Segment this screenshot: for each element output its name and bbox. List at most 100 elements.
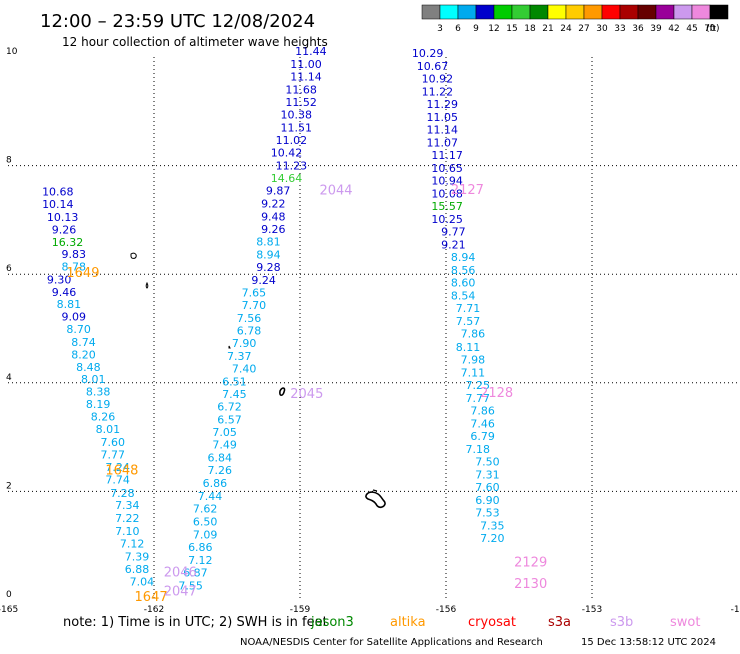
wave-height-label: 9.48 — [261, 210, 286, 223]
x-tick-label: -156 — [436, 605, 457, 615]
colorbar-swatch — [511, 4, 531, 20]
wave-height-label: 7.57 — [456, 315, 481, 328]
wave-height-label: 8.26 — [91, 410, 116, 423]
wave-height-label: 15.57 — [431, 200, 463, 213]
wave-height-label: 7.53 — [475, 506, 500, 519]
wave-height-label: 7.20 — [480, 532, 505, 545]
wave-height-label: 7.50 — [475, 455, 500, 468]
colorbar-tick: 36 — [632, 24, 644, 34]
wave-height-label: 7.77 — [100, 448, 125, 461]
wave-height-label: 6.50 — [193, 516, 218, 529]
wave-height-labels: 10.6810.1410.139.2616.329.838.789.309.46… — [42, 45, 505, 593]
wave-height-label: 7.31 — [475, 468, 500, 481]
wave-height-label: 6.51 — [222, 376, 247, 389]
wave-height-label: 7.55 — [178, 580, 203, 593]
pass-labels: 1649 1648 1647 2044 2045 2046 2047 2127 2128 2129… — [66, 183, 547, 605]
pass-label: 2127 — [451, 183, 484, 198]
wave-height-label: 11.14 — [427, 124, 459, 137]
wave-height-label: 9.21 — [441, 239, 466, 252]
wave-height-label: 7.62 — [193, 503, 218, 516]
wave-height-label: 7.05 — [212, 426, 237, 439]
chart-subtitle: 12 hour collection of altimeter wave hei… — [62, 35, 328, 49]
x-tick-label: -162 — [144, 605, 164, 615]
pass-label: 2046 — [164, 566, 197, 581]
wave-height-label: 9.22 — [261, 197, 286, 210]
wave-height-label: 8.94 — [256, 248, 281, 261]
legend-entry-s3b: s3b — [610, 615, 633, 630]
wave-height-label: 7.46 — [470, 417, 495, 430]
wave-height-label: 7.09 — [193, 529, 218, 542]
wave-height-label: 11.02 — [276, 134, 308, 147]
wave-height-label: 9.26 — [52, 223, 77, 236]
wave-height-label: 8.56 — [451, 264, 476, 277]
colorbar-tick: 6 — [455, 24, 461, 34]
y-tick-label: 0 — [6, 590, 12, 600]
island-outline — [279, 387, 286, 397]
y-tick-label: 8 — [6, 156, 12, 166]
colorbar-tick: 45 — [686, 24, 697, 34]
colorbar-tick: 12 — [488, 24, 499, 34]
colorbar-tick: 15 — [506, 24, 517, 34]
wave-height-label: 11.44 — [295, 45, 327, 58]
wave-height-label: 11.23 — [276, 159, 308, 172]
colorbar-swatch — [439, 4, 459, 20]
colorbar-swatch — [637, 4, 657, 20]
x-tick-label: -153 — [582, 605, 602, 615]
wave-height-label: 8.19 — [86, 398, 111, 411]
wave-height-label: 9.26 — [261, 223, 286, 236]
wave-height-label: 7.71 — [456, 302, 481, 315]
wave-height-label: 8.70 — [66, 323, 91, 336]
wave-height-label: 7.65 — [242, 286, 267, 299]
wave-height-label: 10.14 — [42, 198, 74, 211]
wave-height-label: 6.72 — [217, 400, 242, 413]
wave-height-label: 7.77 — [465, 392, 490, 405]
colorbar-swatch — [673, 4, 693, 20]
wave-height-label: 10.25 — [431, 213, 463, 226]
wave-height-label: 7.90 — [232, 337, 257, 350]
wave-height-label: 7.11 — [461, 366, 486, 379]
y-tick-label: 6 — [6, 264, 12, 274]
pass-label: 2129 — [514, 555, 547, 570]
wave-height-label: 11.29 — [427, 98, 459, 111]
wave-height-label: 10.67 — [417, 60, 449, 73]
wave-height-label: 11.05 — [427, 111, 459, 124]
wave-height-label: 11.51 — [281, 121, 313, 134]
wave-height-label: 8.74 — [71, 336, 96, 349]
wave-height-label: 11.14 — [290, 70, 322, 83]
credit-line: NOAA/NESDIS Center for Satellite Applica… — [240, 637, 543, 648]
colorbar: 3 6 9 12 15 18 21 24 27 30 33 36 39 42 45 70 — [421, 4, 729, 34]
wave-height-label: 10.68 — [42, 185, 74, 198]
wave-height-label: 7.35 — [480, 519, 505, 532]
wave-height-label: 11.22 — [422, 86, 454, 99]
wave-height-label: 9.30 — [47, 273, 72, 286]
wave-height-label: 7.56 — [237, 312, 262, 325]
wave-height-label: 14.64 — [271, 172, 303, 185]
colorbar-swatch — [619, 4, 639, 20]
wave-height-label: 6.78 — [237, 324, 262, 337]
pass-label: 1649 — [66, 266, 99, 281]
wave-height-label: 7.25 — [465, 379, 490, 392]
satellite-legend: jason3 altika cryosat s3a s3b swot — [310, 615, 700, 630]
island-outline — [372, 489, 378, 492]
wave-height-label: 9.24 — [251, 274, 275, 287]
wave-height-label: 9.77 — [441, 226, 466, 239]
wave-height-label: 8.01 — [81, 373, 106, 386]
wave-height-label: 7.86 — [470, 404, 495, 417]
wave-height-label: 7.74 — [105, 473, 130, 486]
wave-height-label: 8.81 — [57, 298, 82, 311]
wave-height-label: 10.29 — [412, 47, 444, 60]
wave-height-label: 7.37 — [227, 350, 252, 363]
timestamp: 15 Dec 13:58:12 UTC 2024 — [581, 637, 716, 648]
island-outline — [145, 281, 149, 289]
wave-height-label: 7.49 — [212, 439, 237, 452]
wave-height-label: 6.87 — [183, 567, 208, 580]
wave-height-label: 6.84 — [208, 452, 233, 465]
wave-height-label: 10.42 — [271, 146, 303, 159]
colorbar-tick: 3 — [437, 24, 443, 34]
colorbar-swatch — [493, 4, 513, 20]
colorbar-swatch — [709, 4, 729, 20]
wave-height-label: 7.18 — [465, 443, 490, 456]
x-tick-label: -15 — [731, 605, 740, 615]
